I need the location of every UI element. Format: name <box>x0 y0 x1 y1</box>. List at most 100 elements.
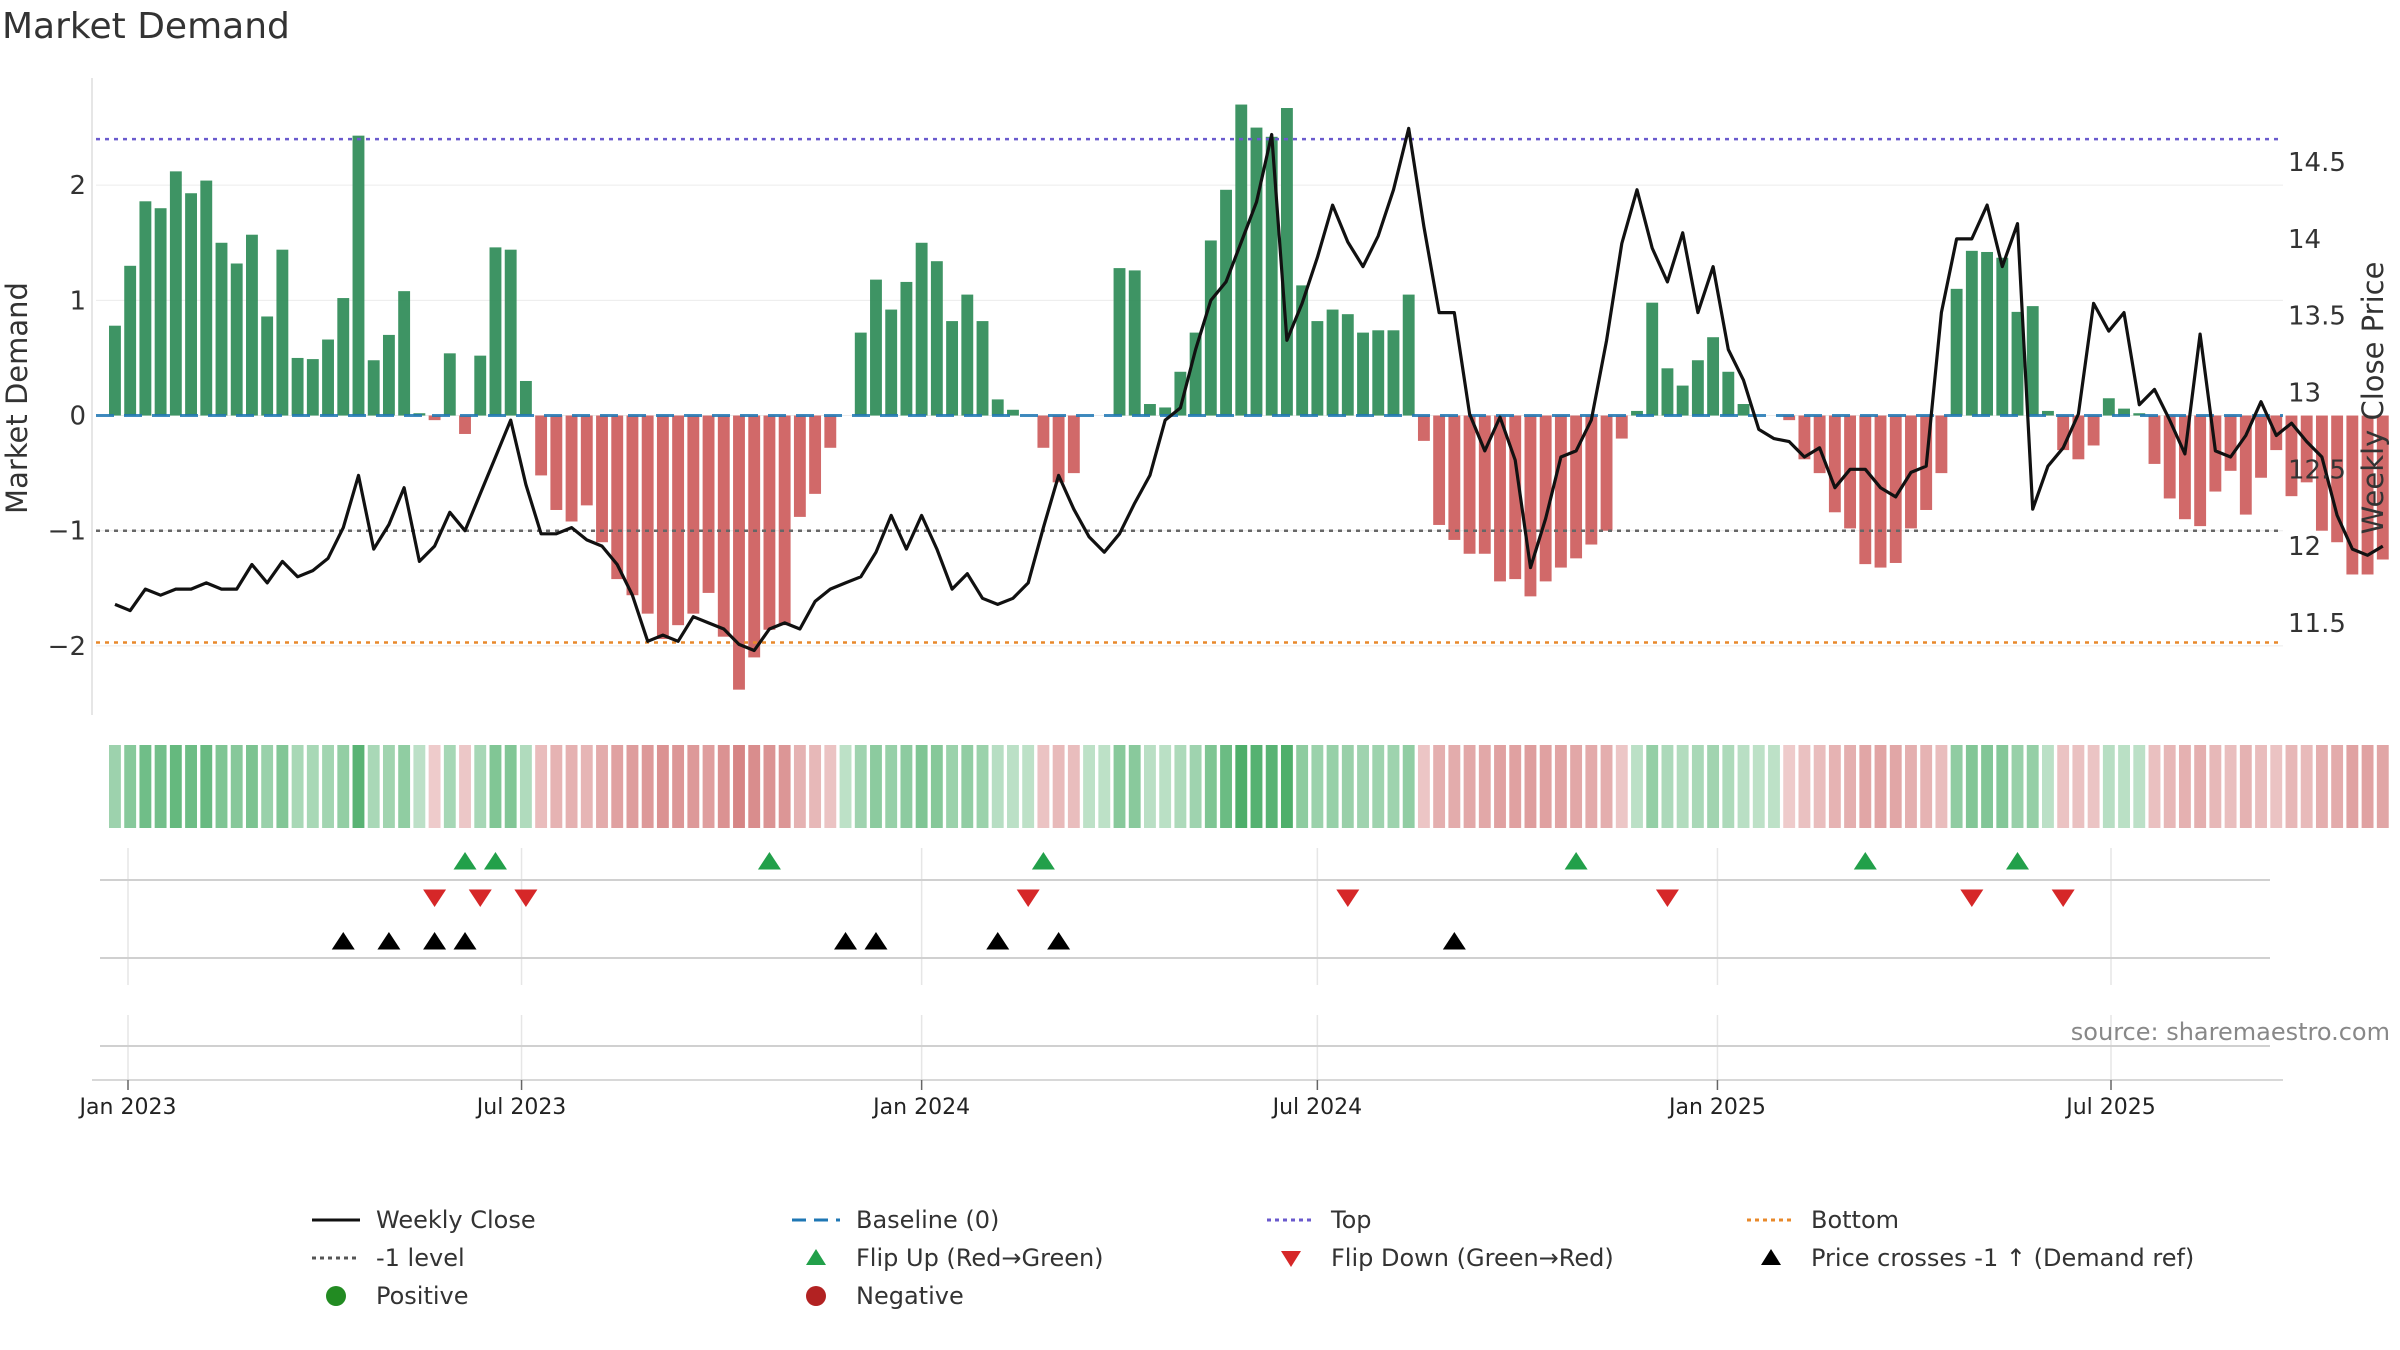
positive-demand-bar <box>261 316 274 416</box>
positive-demand-bar <box>915 242 928 416</box>
demand-heat-cell <box>824 745 837 828</box>
price-cross-marker <box>834 932 858 950</box>
price-cross-marker <box>377 932 401 950</box>
demand-heat-cell <box>2255 745 2267 828</box>
demand-heat-cell <box>2194 745 2207 828</box>
legend: Weekly Close Baseline (0) Top Bottom -1 leve… <box>300 1205 2260 1325</box>
right-axis-tick-label: 14 <box>2288 225 2321 255</box>
negative-demand-bar <box>1798 415 1811 460</box>
demand-heat-cell <box>489 745 502 828</box>
negative-demand-bar <box>2346 415 2359 575</box>
demand-heat-cell <box>1539 745 1552 828</box>
demand-heat-cell <box>2239 745 2252 828</box>
demand-heat-cell <box>1174 745 1187 828</box>
demand-heat-cell <box>793 745 806 828</box>
positive-demand-bar <box>504 249 517 416</box>
demand-heat-cell <box>717 745 730 828</box>
demand-heat-cell <box>702 745 715 828</box>
x-axis-tick-label: Jul 2023 <box>475 1095 567 1120</box>
demand-heat-cell <box>1813 745 1826 828</box>
positive-demand-bar <box>1326 309 1339 416</box>
negative-demand-bar <box>1433 415 1446 525</box>
demand-heat-cell <box>124 745 137 828</box>
positive-demand-bar <box>1950 288 1963 416</box>
positive-demand-bar <box>870 279 882 416</box>
right-axis-tick-label: 14.5 <box>2288 148 2346 178</box>
positive-demand-bar <box>1996 257 2009 416</box>
positive-demand-bar <box>976 321 989 416</box>
flip-up-marker <box>483 852 507 870</box>
positive-demand-bar <box>1965 250 1978 416</box>
demand-heat-cell <box>1204 745 1217 828</box>
demand-heat-cell <box>1965 745 1978 828</box>
demand-heat-cell <box>870 745 882 828</box>
positive-demand-bar <box>1296 285 1309 416</box>
demand-heat-cell <box>976 745 989 828</box>
demand-heat-cell <box>2361 745 2374 828</box>
demand-heat-cell <box>1707 745 1720 828</box>
demand-heat-cell <box>1433 745 1446 828</box>
demand-heat-cell <box>1828 745 1841 828</box>
positive-demand-bar <box>2026 306 2039 416</box>
negative-demand-bar <box>1828 415 1841 513</box>
x-axis-tick-label: Jan 2025 <box>1667 1095 1766 1120</box>
positive-demand-bar <box>291 357 304 416</box>
demand-heat-cell <box>352 745 365 828</box>
demand-heat-cell <box>246 745 258 828</box>
legend-label: -1 level <box>376 1244 465 1272</box>
positive-demand-bar <box>1113 268 1126 416</box>
positive-demand-bar <box>961 294 974 416</box>
demand-heat-cell <box>580 745 593 828</box>
negative-demand-bar <box>1570 415 1583 559</box>
circle-icon <box>780 1281 844 1311</box>
negative-demand-bar <box>1509 415 1522 580</box>
positive-demand-bar <box>1311 321 1324 416</box>
positive-demand-bar <box>215 242 228 416</box>
demand-heat-cell <box>535 745 548 828</box>
left-axis-tick-label: 0 <box>69 402 86 432</box>
negative-demand-bar <box>1889 415 1902 563</box>
positive-demand-bar <box>185 193 197 416</box>
demand-heat-cell <box>596 745 608 828</box>
flip-down-marker <box>2051 889 2075 907</box>
demand-heat-cell <box>1752 745 1765 828</box>
right-axis-tick-label: 13 <box>2288 379 2321 409</box>
demand-heat-cell <box>1494 745 1506 828</box>
legend-label: Flip Up (Red→Green) <box>856 1244 1104 1272</box>
left-axis-label: Market Demand <box>0 282 34 514</box>
positive-demand-bar <box>1357 332 1369 416</box>
demand-heat-cell <box>1037 745 1050 828</box>
demand-heat-cell <box>1007 745 1019 828</box>
positive-demand-bar <box>169 171 182 416</box>
positive-demand-bar <box>946 321 959 416</box>
demand-heat-cell <box>1463 745 1476 828</box>
demand-heat-cell <box>1311 745 1324 828</box>
demand-heat-cell <box>139 745 152 828</box>
negative-demand-bar <box>1037 415 1050 448</box>
demand-heat-cell <box>2042 745 2054 828</box>
demand-heat-cell <box>109 745 121 828</box>
demand-heat-cell <box>1676 745 1689 828</box>
demand-heat-cell <box>1950 745 1963 828</box>
demand-heat-cell <box>443 745 456 828</box>
demand-heat-cell <box>641 745 654 828</box>
positive-demand-bar <box>1220 189 1232 416</box>
positive-demand-bar <box>367 360 380 416</box>
negative-demand-bar <box>748 415 761 658</box>
negative-demand-bar <box>1494 415 1506 582</box>
negative-demand-bar <box>717 415 730 637</box>
negative-demand-bar <box>2331 415 2344 543</box>
positive-demand-bar <box>306 359 319 416</box>
flip-down-marker <box>468 889 492 907</box>
demand-heat-cell <box>1585 745 1598 828</box>
demand-heat-cell <box>215 745 228 828</box>
legend-label: Top <box>1331 1206 1372 1234</box>
demand-heat-cell <box>809 745 822 828</box>
demand-heat-cell <box>2270 745 2283 828</box>
demand-heat-cell <box>459 745 471 828</box>
circle-icon <box>300 1281 364 1311</box>
positive-demand-bar <box>1159 407 1172 416</box>
negative-demand-bar <box>580 415 593 506</box>
demand-heat-cell <box>991 745 1004 828</box>
right-axis-tick-label: 11.5 <box>2288 609 2346 639</box>
